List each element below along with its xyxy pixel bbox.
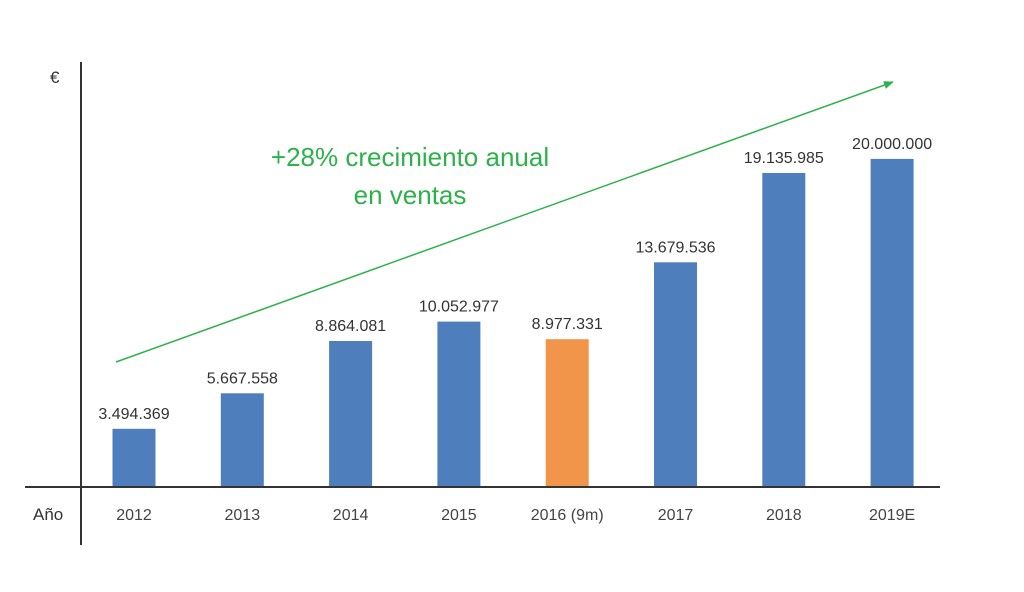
x-axis-title: Año — [33, 505, 64, 524]
bar-2015 — [437, 321, 481, 486]
x-tick-labels-group: 2012 2013 2014 2015 2016 (9m) 2017 2018 2019E — [116, 507, 915, 524]
annotation-line-1: +28% crecimiento anual — [271, 142, 549, 172]
bar-2013 — [220, 393, 264, 486]
bar-2019e — [870, 158, 914, 486]
value-label: 13.679.536 — [635, 239, 715, 256]
trend-arrow — [115, 81, 894, 363]
bar-2012 — [112, 428, 156, 486]
bars-group — [112, 158, 914, 486]
x-tick-label: 2016 (9m) — [531, 507, 604, 524]
value-label: 8.864.081 — [315, 318, 386, 335]
x-tick-label: 2017 — [658, 507, 694, 524]
bar-2016-9m — [545, 339, 589, 486]
bar-2017 — [654, 262, 697, 486]
x-tick-label: 2018 — [766, 507, 802, 524]
value-labels-group: 3.494.369 5.667.558 8.864.081 10.052.977 8.9… — [98, 136, 932, 423]
value-label: 10.052.977 — [419, 299, 499, 316]
x-tick-label: 2013 — [225, 507, 261, 524]
value-label: 3.494.369 — [98, 406, 169, 423]
x-tick-label: 2014 — [333, 507, 369, 524]
value-label: 8.977.331 — [532, 316, 603, 333]
annotation-line-2: en ventas — [354, 180, 467, 210]
value-label: 5.667.558 — [207, 370, 278, 387]
x-tick-label: 2015 — [441, 507, 477, 524]
bar-2018 — [762, 173, 806, 486]
y-axis-unit-label: € — [50, 68, 60, 87]
x-tick-label: 2019E — [869, 507, 915, 524]
value-label: 19.135.985 — [744, 150, 824, 167]
x-tick-label: 2012 — [116, 507, 152, 524]
bar-2014 — [329, 341, 373, 486]
value-label: 20.000.000 — [852, 136, 932, 153]
